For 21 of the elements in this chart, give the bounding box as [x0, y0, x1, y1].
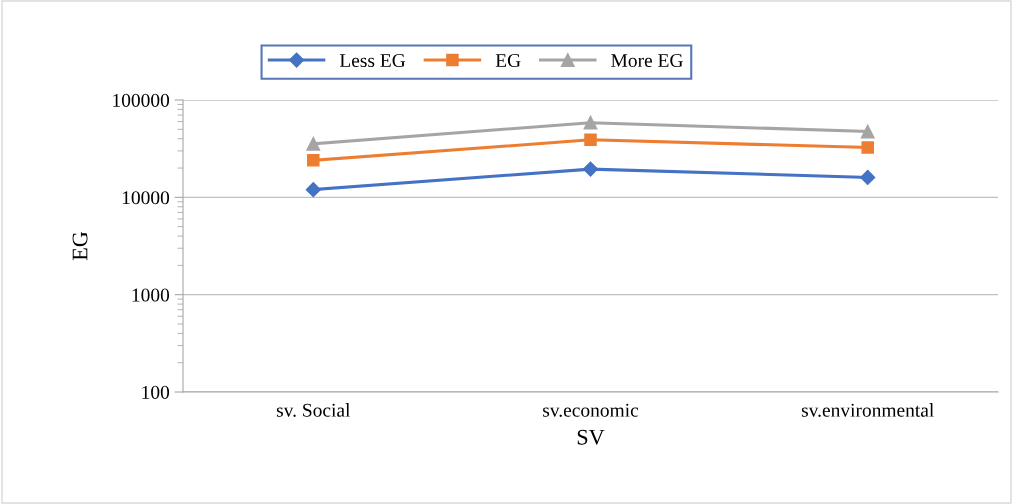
y-axis-title: EG	[72, 231, 88, 261]
point	[861, 141, 874, 154]
point	[307, 154, 320, 167]
legend-label: EG	[495, 54, 521, 68]
point	[584, 133, 597, 147]
point	[306, 136, 321, 151]
point	[583, 115, 598, 130]
y-tick-label: 1000	[132, 288, 170, 302]
point	[860, 169, 876, 186]
x-tick-label: sv.environmental	[801, 403, 934, 417]
x-tick-label: sv.economic	[543, 403, 639, 417]
x-axis-title: SV	[577, 429, 605, 445]
y-tick-label: 100	[142, 385, 170, 399]
point	[860, 124, 875, 139]
y-tick-label: 10000	[122, 191, 170, 205]
legend-label: More EG	[611, 54, 683, 68]
x-tick-label: sv. Social	[276, 403, 351, 417]
legend-label: Less EG	[339, 54, 406, 68]
y-tick-label: 100000	[113, 93, 170, 107]
point	[305, 182, 321, 198]
point	[582, 161, 599, 177]
